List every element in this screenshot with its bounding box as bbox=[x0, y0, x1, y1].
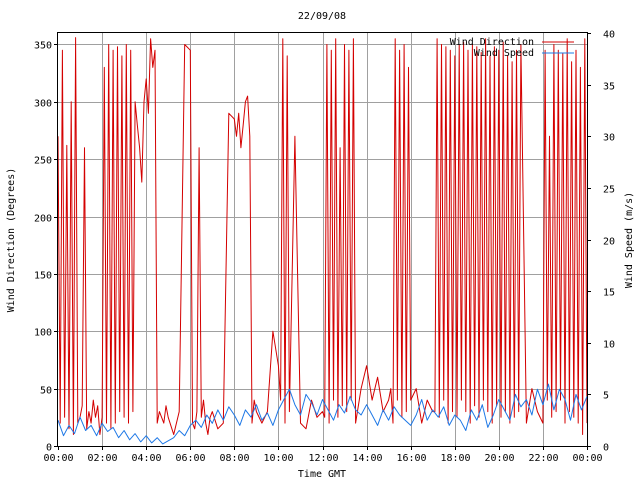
series-lines bbox=[57, 37, 588, 445]
x-tick-label: 16:00 bbox=[396, 453, 426, 464]
right-y-axis-label: Wind Speed (m/s) bbox=[624, 192, 635, 288]
y-right-tick-label: 15 bbox=[603, 288, 615, 299]
y-right-tick-label: 10 bbox=[603, 340, 615, 351]
y-right-tick-label: 35 bbox=[603, 82, 615, 93]
plot-frame bbox=[57, 32, 588, 447]
x-tick-label: 06:00 bbox=[175, 453, 205, 464]
y-right-tick-label: 40 bbox=[603, 30, 615, 41]
grid-lines bbox=[58, 33, 587, 446]
series-line-wind-direction bbox=[57, 37, 588, 435]
x-tick-label: 00:00 bbox=[572, 453, 602, 464]
y-right-tick-label: 25 bbox=[603, 185, 615, 196]
y-right-tick-label: 30 bbox=[603, 133, 615, 144]
y-left-tick-label: 250 bbox=[34, 156, 52, 167]
y-left-tick-label: 0 bbox=[46, 443, 52, 454]
y-left-tick-label: 350 bbox=[34, 41, 52, 52]
x-tick-label: 20:00 bbox=[484, 453, 514, 464]
axis-ticks: 00:00 02:00 04:00 06:00 08:00 10:00 12:00 14:00… bbox=[34, 30, 615, 465]
legend: Wind Direction Wind Speed bbox=[450, 37, 574, 59]
legend-label-wind-direction: Wind Direction bbox=[450, 37, 534, 48]
y-left-tick-label: 50 bbox=[40, 386, 52, 397]
y-right-tick-label: 5 bbox=[603, 391, 609, 402]
x-tick-label: 10:00 bbox=[263, 453, 293, 464]
y-left-tick-label: 200 bbox=[34, 214, 52, 225]
x-tick-label: 18:00 bbox=[440, 453, 470, 464]
chart-title: 22/09/08 bbox=[298, 11, 346, 22]
legend-label-wind-speed: Wind Speed bbox=[474, 48, 534, 59]
x-axis-label: Time GMT bbox=[298, 469, 346, 480]
x-tick-label: 04:00 bbox=[131, 453, 161, 464]
x-tick-label: 22:00 bbox=[528, 453, 558, 464]
y-right-tick-label: 0 bbox=[603, 443, 609, 454]
y-left-tick-label: 100 bbox=[34, 328, 52, 339]
x-tick-label: 14:00 bbox=[352, 453, 382, 464]
x-tick-label: 02:00 bbox=[87, 453, 117, 464]
x-tick-label: 08:00 bbox=[219, 453, 249, 464]
x-tick-label: 12:00 bbox=[308, 453, 338, 464]
left-y-axis-label: Wind Direction (Degrees) bbox=[6, 168, 17, 313]
y-right-tick-label: 20 bbox=[603, 237, 615, 248]
y-left-tick-label: 150 bbox=[34, 271, 52, 282]
x-tick-label: 00:00 bbox=[43, 453, 73, 464]
y-left-tick-label: 300 bbox=[34, 99, 52, 110]
series-line-wind-speed bbox=[57, 383, 588, 445]
